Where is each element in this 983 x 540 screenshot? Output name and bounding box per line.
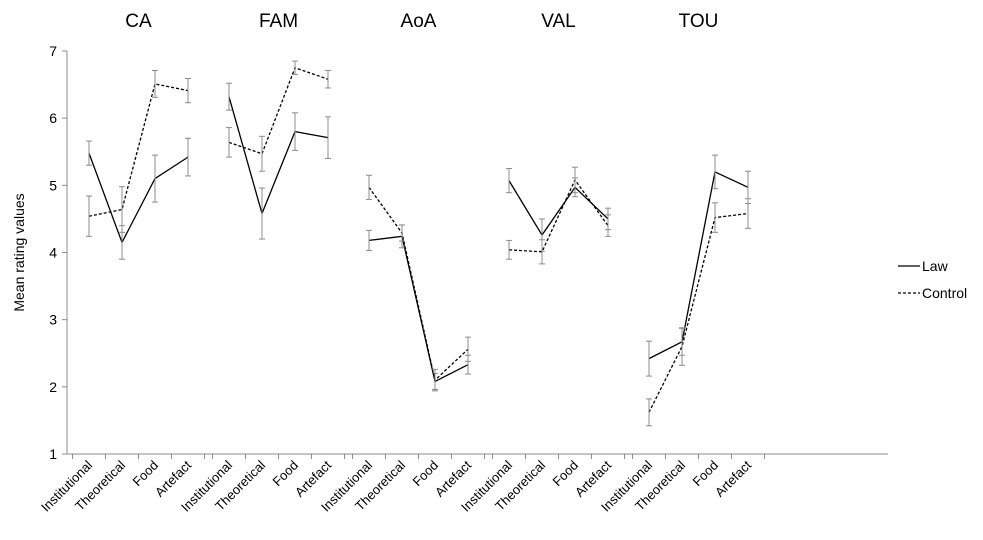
- y-tick-label: 6: [49, 110, 57, 126]
- y-tick-label: 2: [49, 379, 57, 395]
- series-line-law-tou: [648, 170, 749, 360]
- series-line-law-fam: [228, 96, 329, 216]
- panel-title-aoa: AoA: [401, 11, 437, 32]
- series-line-control-ca: [88, 83, 189, 217]
- y-tick-label: 1: [49, 446, 57, 462]
- panel-title-val: VAL: [541, 11, 576, 32]
- y-tick-label: 3: [49, 312, 57, 328]
- y-tick-label: 4: [49, 245, 57, 261]
- series-line-law-aoa: [368, 235, 469, 383]
- series-line-control-tou: [648, 212, 749, 413]
- y-tick-label: 7: [49, 43, 57, 59]
- legend-label-law: Law: [922, 258, 949, 274]
- panel-title-tou: TOU: [679, 11, 719, 32]
- series-line-control-fam: [228, 66, 329, 155]
- panel-title-fam: FAM: [259, 11, 298, 32]
- panel-title-ca: CA: [125, 11, 152, 32]
- series-line-law-ca: [88, 152, 189, 245]
- series-line-control-val: [508, 178, 609, 253]
- legend-label-control: Control: [922, 285, 967, 301]
- y-tick-label: 5: [49, 177, 57, 193]
- category-label: Artefact: [712, 457, 755, 500]
- series-line-control-aoa: [368, 186, 469, 382]
- y-axis-title: Mean rating values: [11, 193, 27, 311]
- series-line-law-val: [508, 180, 609, 237]
